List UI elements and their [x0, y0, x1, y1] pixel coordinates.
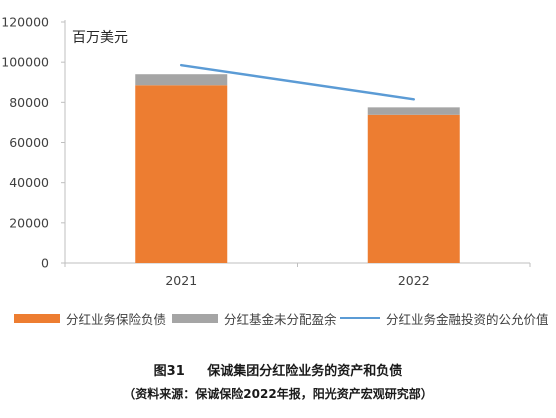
bar-surplus-2021 [135, 74, 228, 86]
y-tick-label: 0 [41, 256, 49, 271]
legend-label-surplus: 分红基金未分配盈余 [224, 311, 337, 327]
bar-liability-2021 [135, 85, 228, 263]
figure-title: 保诚集团分红险业务的资产和负债 [207, 364, 403, 379]
chart-legend: 分红业务保险负债 分红基金未分配盈余 分红业务金融投资的公允价值 [14, 307, 554, 329]
legend-swatch-surplus [172, 313, 218, 323]
y-tick-label: 80000 [9, 95, 49, 110]
x-tick-label: 2021 [165, 273, 197, 288]
legend-item-surplus: 分红基金未分配盈余 [172, 307, 337, 329]
bar-surplus-2022 [367, 107, 460, 115]
bar-liability-2022 [367, 114, 460, 263]
line-fair-value [180, 63, 415, 101]
legend-swatch-liability [14, 313, 60, 323]
y-tick-label: 20000 [9, 215, 49, 230]
y-tick-label: 40000 [9, 175, 49, 190]
y-tick-label: 120000 [1, 15, 49, 30]
legend-label-liability: 分红业务保险负债 [66, 311, 167, 327]
legend-item-fair-value: 分红业务金融投资的公允价值 [340, 307, 549, 329]
x-tick-label: 2022 [398, 273, 430, 288]
y-tick-label: 60000 [9, 135, 49, 150]
unit-label: 百万美元 [72, 30, 128, 46]
legend-label-fair-value: 分红业务金融投资的公允价值 [386, 311, 549, 327]
figure-caption: 图31 保诚集团分红险业务的资产和负债 [0, 360, 556, 379]
chart-plot: 0 20000 40000 60000 80000 100000 120000 2021 202… [1, 15, 531, 288]
figure-number: 图31 [153, 364, 185, 379]
y-tick-label: 100000 [1, 55, 49, 70]
source-note: （资料来源：保诚保险2022年报，阳光资产宏观研究部） [123, 387, 433, 401]
legend-line-fair-value [340, 317, 380, 319]
legend-item-liability: 分红业务保险负债 [14, 307, 166, 329]
